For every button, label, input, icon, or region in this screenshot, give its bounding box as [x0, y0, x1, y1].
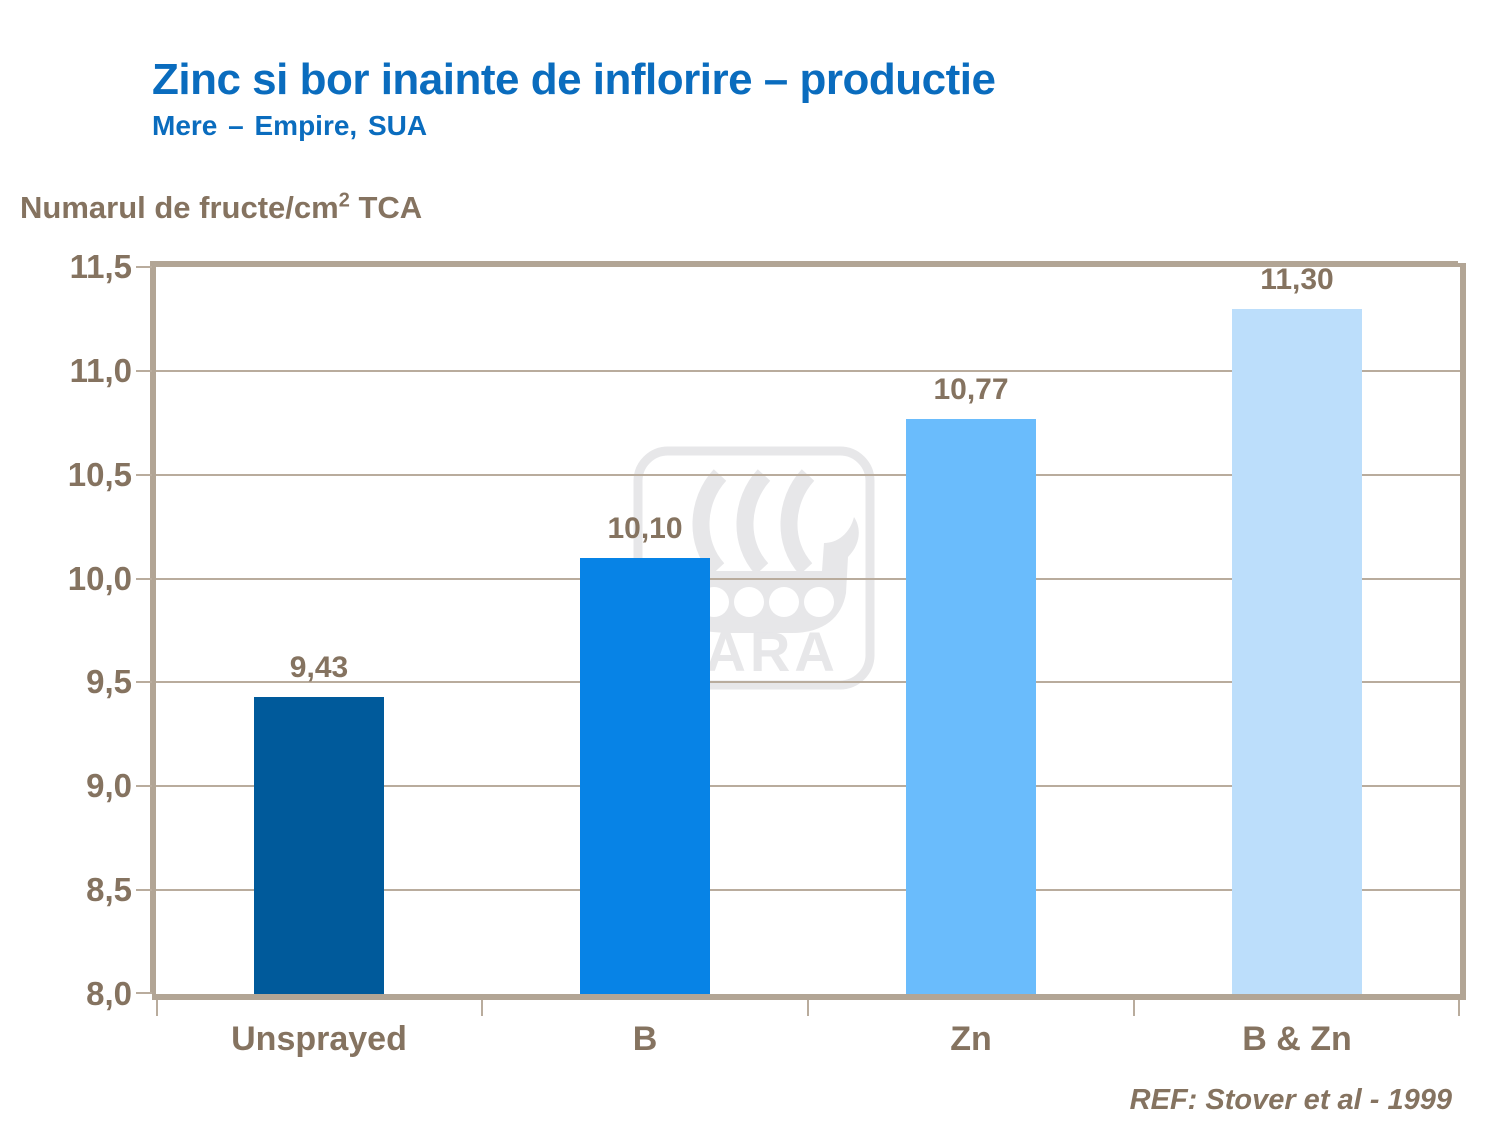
x-axis-tick: [156, 1000, 158, 1016]
y-axis-tick: [136, 369, 152, 372]
y-axis-tick-label: 9,5: [86, 663, 132, 701]
y-axis-tick-label: 11,0: [69, 351, 132, 389]
y-axis-tick: [136, 266, 152, 268]
y-axis-tick: [136, 681, 152, 684]
bar-b-zn: [1232, 308, 1362, 994]
x-axis-tick: [807, 1000, 809, 1016]
y-axis-tick-label: 10,5: [67, 455, 132, 493]
chart-title: Zinc si bor inainte de inflorire – produ…: [152, 55, 996, 104]
y-axis-tick: [136, 785, 152, 788]
gridline: [156, 785, 1460, 788]
x-category-label: Unsprayed: [231, 1020, 407, 1058]
chart-subtitle: Mere – Empire, SUA: [152, 110, 428, 141]
gridline: [156, 889, 1460, 892]
y-axis-tick-label: 11,5: [69, 248, 132, 285]
x-axis-tick: [1458, 1000, 1460, 1016]
y-axis-title-main: Numarul de fructe/cm: [20, 190, 339, 225]
y-axis-title-suffix: TCA: [349, 190, 423, 225]
gridline: [156, 681, 1460, 684]
bar-zn: [906, 418, 1036, 994]
y-axis-tick-label: 8,0: [86, 975, 132, 1012]
bar-value-label: 11,30: [1260, 262, 1334, 296]
x-axis-tick: [481, 1000, 483, 1016]
y-axis-tick: [136, 889, 152, 892]
bar-value-label: 9,43: [289, 650, 349, 684]
gridline: [156, 369, 1460, 372]
y-axis-tick-label: 9,0: [86, 767, 132, 805]
y-axis-tick-label: 10,0: [67, 559, 132, 597]
bar-value-label: 10,10: [607, 511, 683, 545]
y-axis-title-superscript: 2: [338, 189, 350, 212]
x-category-label: Zn: [950, 1020, 992, 1058]
bar-value-label: 10,77: [933, 372, 1009, 406]
watermark-sail-icon: [736, 469, 771, 575]
gridline: [156, 577, 1460, 580]
plot-area: YARA 8,0 8,5 9,0 9,5 10,0 10,5 11,0 11,5 9,43 Uns…: [68, 249, 1466, 1058]
x-category-label: B: [632, 1020, 658, 1058]
y-axis-title: Numarul de fructe/cm2 TCA: [20, 190, 422, 226]
y-axis-tick-label: 8,5: [86, 871, 132, 909]
x-axis-tick: [1133, 1000, 1135, 1016]
y-axis-tick: [136, 473, 152, 476]
x-category-label: B & Zn: [1242, 1020, 1352, 1058]
gridline: [156, 473, 1460, 476]
y-axis-tick: [136, 577, 152, 580]
y-axis-tick: [136, 992, 152, 994]
bar-b: [580, 557, 710, 994]
bar-unsprayed: [254, 696, 384, 994]
watermark-sail-icon: [780, 469, 815, 575]
reference-text: REF: Stover et al - 1999: [1129, 1084, 1452, 1116]
watermark-sail-icon: [692, 469, 727, 575]
